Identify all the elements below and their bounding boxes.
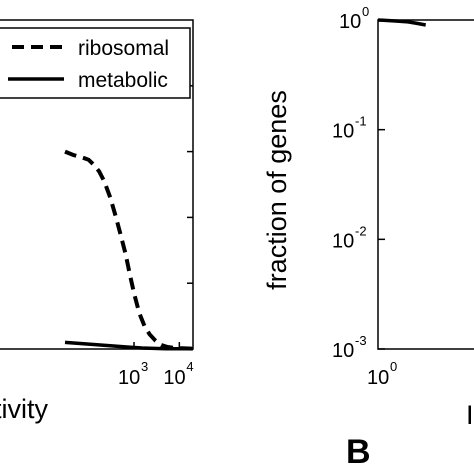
panel-letter: B [346, 433, 371, 471]
tick-base: 10 [339, 11, 361, 33]
tick-exponent: 0 [390, 359, 397, 374]
right-y-ticks [378, 19, 385, 350]
left-plot-frame [0, 19, 194, 350]
tick-base: 10 [367, 367, 389, 389]
legend-box [0, 27, 191, 99]
legend-label-metabolic: metabolic [78, 69, 168, 92]
tick-base: 10 [332, 121, 354, 143]
tick-exponent: 3 [141, 359, 148, 374]
tick-base: 10 [332, 340, 354, 362]
left-x-axis-label: tivity [0, 394, 49, 424]
right-plot-frame [377, 19, 474, 350]
right-y-tick-label: 10 -1 [332, 114, 367, 143]
series-line-metabolic [64, 340, 194, 351]
left-x-tick-label: 104 [163, 359, 193, 389]
right-x-axis-label: I [466, 400, 474, 430]
legend: ribosomal metabolic [0, 27, 191, 99]
tick-base: 10 [163, 367, 185, 389]
tick-exponent: 0 [362, 4, 369, 19]
right-x-tick-label: 100 [367, 359, 397, 389]
right-y-tick-label: 10 -3 [332, 333, 367, 362]
tick-exponent: 4 [186, 359, 193, 374]
left-y-ticks [187, 85, 193, 284]
right-y-tick-label: 10 0 [339, 4, 369, 33]
right-x-tick-labels: 100 [367, 359, 397, 389]
tick-exponent: -3 [355, 333, 367, 348]
right-y-tick-label: 10 -2 [332, 223, 367, 252]
left-x-tick-label: 103 [118, 359, 148, 389]
tick-exponent: -2 [355, 223, 367, 238]
tick-base: 10 [332, 230, 354, 252]
series-line-ribosomal [64, 149, 194, 351]
tick-exponent: -1 [355, 114, 367, 129]
right-y-axis-label: fraction of genes [262, 90, 292, 290]
tick-base: 10 [118, 367, 140, 389]
legend-label-ribosomal: ribosomal [78, 37, 169, 60]
series-line-fraction [377, 18, 427, 27]
